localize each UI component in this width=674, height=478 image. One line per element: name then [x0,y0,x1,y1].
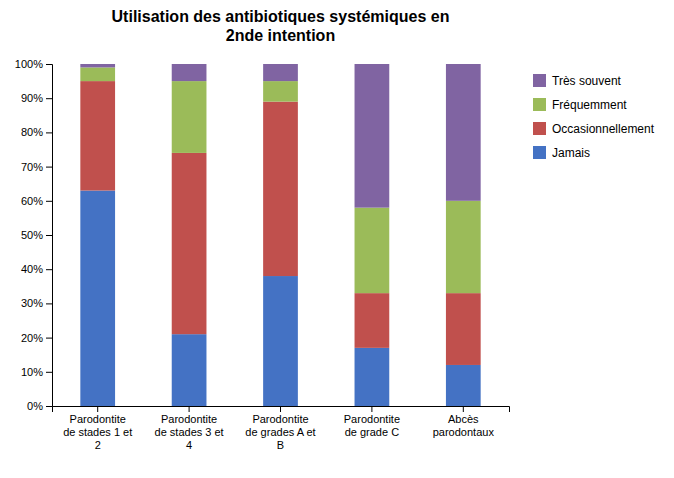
legend-item: Très souvent [533,74,622,88]
tick: Parodontitede grade C [344,406,400,438]
bar [446,201,481,293]
tick-mark [46,201,52,202]
legend: Très souvent Fréquemment Occasionnellement… [533,74,655,160]
tick-label: 30% [21,297,43,309]
legend-label: Très souvent [552,74,622,88]
bar [355,208,390,294]
tick-mark [46,64,52,65]
legend-swatch [533,122,546,135]
bar [80,67,115,81]
axis-line [46,65,53,407]
tick: Parodontitede stades 3 et4 [155,406,224,451]
bars [80,64,480,406]
tick-mark [46,303,52,304]
tick-label: 100% [15,58,43,70]
tick-mark [46,372,52,373]
bar [80,81,115,190]
tick-mark [189,406,190,412]
tick-label: 10% [21,366,43,378]
tick-mark [46,338,52,339]
legend-label: Fréquemment [552,98,627,112]
tick: 40% [21,263,52,275]
tick-mark [46,167,52,168]
legend-swatch [533,74,546,87]
tick-label: 60% [21,195,43,207]
tick-mark [97,406,98,412]
tick: Parodontitede stades 1 et2 [63,406,132,451]
tick-label: Parodontitede grade C [344,413,400,438]
bar [446,64,481,201]
bar [446,365,481,406]
bar [263,81,298,102]
tick: Parodontitede grades A etB [245,406,315,451]
bar [446,293,481,365]
tick-mark [46,406,52,407]
tick-label: 0% [27,400,43,412]
plot: 0% 10% 20% 30% 40% 50% 60% 70% 80% 90% 100% Parodon… [15,58,510,451]
bar [172,153,207,334]
tick-label: 50% [21,229,43,241]
tick-label: 80% [21,126,43,138]
tick-mark [46,132,52,133]
tick: 0% [27,400,52,412]
legend-item: Jamais [533,146,590,160]
x-axis: Parodontitede stades 1 et2 Parodontitede … [53,406,510,451]
bar [172,334,207,406]
tick-label: Parodontitede stades 3 et4 [155,413,224,451]
bar [80,191,115,406]
tick: 60% [21,195,52,207]
bar [263,276,298,406]
series [80,67,480,293]
tick: 20% [21,332,52,344]
bar [172,64,207,81]
tick: 50% [21,229,52,241]
tick-mark [46,269,52,270]
tick: 100% [15,58,52,70]
y-axis: 0% 10% 20% 30% 40% 50% 60% 70% 80% 90% 100% [15,58,53,412]
legend-label: Occasionnellement [552,122,655,136]
bar [355,348,390,406]
tick-mark [46,98,52,99]
legend-label: Jamais [552,146,590,160]
tick-label: 20% [21,332,43,344]
bar [263,64,298,81]
legend-item: Fréquemment [533,98,627,112]
tick: 90% [21,92,52,104]
tick-mark [463,406,464,412]
tick: 10% [21,366,52,378]
bar [355,64,390,208]
tick-mark [46,235,52,236]
tick-mark [371,406,372,412]
tick: 30% [21,297,52,309]
series [80,64,480,208]
bar [172,81,207,153]
legend-swatch [533,146,546,159]
tick: Abcèsparodontaux [433,406,495,438]
series [80,81,480,365]
tick-label: Parodontitede grades A etB [245,413,315,451]
tick-label: 40% [21,263,43,275]
axis-line [53,407,510,413]
title: Utilisation des antibiotiques systémique… [112,8,450,44]
tick-label: 70% [21,161,43,173]
chart: 0% 10% 20% 30% 40% 50% 60% 70% 80% 90% 100% Parodon… [0,0,674,478]
tick-label: Abcèsparodontaux [433,413,495,438]
bar [355,293,390,348]
tick-label: Parodontitede stades 1 et2 [63,413,132,451]
tick-label: 90% [21,92,43,104]
bar [80,64,115,67]
legend-swatch [533,98,546,111]
legend-item: Occasionnellement [533,122,655,136]
tick-mark [280,406,281,412]
tick: 80% [21,126,52,138]
bar [263,102,298,276]
tick: 70% [21,161,52,173]
